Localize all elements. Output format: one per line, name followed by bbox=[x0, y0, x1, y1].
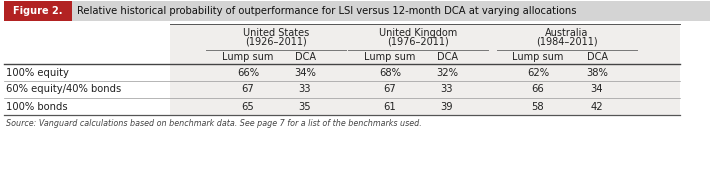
Text: DCA: DCA bbox=[294, 52, 316, 62]
Text: Lump sum: Lump sum bbox=[513, 52, 564, 62]
Text: United States: United States bbox=[243, 28, 309, 37]
Text: 66%: 66% bbox=[237, 68, 259, 77]
Text: 33: 33 bbox=[299, 85, 311, 94]
Text: 62%: 62% bbox=[527, 68, 549, 77]
Text: 39: 39 bbox=[441, 101, 454, 112]
Text: 67: 67 bbox=[242, 85, 255, 94]
Text: (1984–2011): (1984–2011) bbox=[536, 36, 598, 47]
FancyBboxPatch shape bbox=[72, 1, 710, 21]
Text: 38%: 38% bbox=[586, 68, 608, 77]
Text: Lump sum: Lump sum bbox=[223, 52, 274, 62]
Text: 60% equity/40% bonds: 60% equity/40% bonds bbox=[6, 85, 122, 94]
Text: Lump sum: Lump sum bbox=[364, 52, 416, 62]
Text: (1976–2011): (1976–2011) bbox=[387, 36, 449, 47]
Text: 34%: 34% bbox=[294, 68, 316, 77]
Text: 61: 61 bbox=[384, 101, 396, 112]
Text: 66: 66 bbox=[532, 85, 545, 94]
Text: DCA: DCA bbox=[437, 52, 457, 62]
Text: (1926–2011): (1926–2011) bbox=[245, 36, 307, 47]
Text: 68%: 68% bbox=[379, 68, 401, 77]
FancyBboxPatch shape bbox=[170, 24, 680, 115]
Text: United Kingdom: United Kingdom bbox=[379, 28, 457, 37]
Text: Figure 2.: Figure 2. bbox=[14, 6, 63, 16]
Text: 32%: 32% bbox=[436, 68, 458, 77]
Text: 100% equity: 100% equity bbox=[6, 68, 69, 77]
Text: 34: 34 bbox=[591, 85, 603, 94]
Text: 33: 33 bbox=[441, 85, 453, 94]
Text: 42: 42 bbox=[591, 101, 604, 112]
Text: 65: 65 bbox=[242, 101, 255, 112]
Text: 35: 35 bbox=[299, 101, 311, 112]
Text: 100% bonds: 100% bonds bbox=[6, 101, 68, 112]
Text: Australia: Australia bbox=[545, 28, 589, 37]
Text: 58: 58 bbox=[532, 101, 545, 112]
FancyBboxPatch shape bbox=[4, 1, 72, 21]
Text: Source: Vanguard calculations based on benchmark data. See page 7 for a list of : Source: Vanguard calculations based on b… bbox=[6, 119, 422, 127]
Text: DCA: DCA bbox=[587, 52, 607, 62]
Text: Relative historical probability of outperformance for LSI versus 12-month DCA at: Relative historical probability of outpe… bbox=[77, 6, 577, 16]
Text: 67: 67 bbox=[384, 85, 396, 94]
